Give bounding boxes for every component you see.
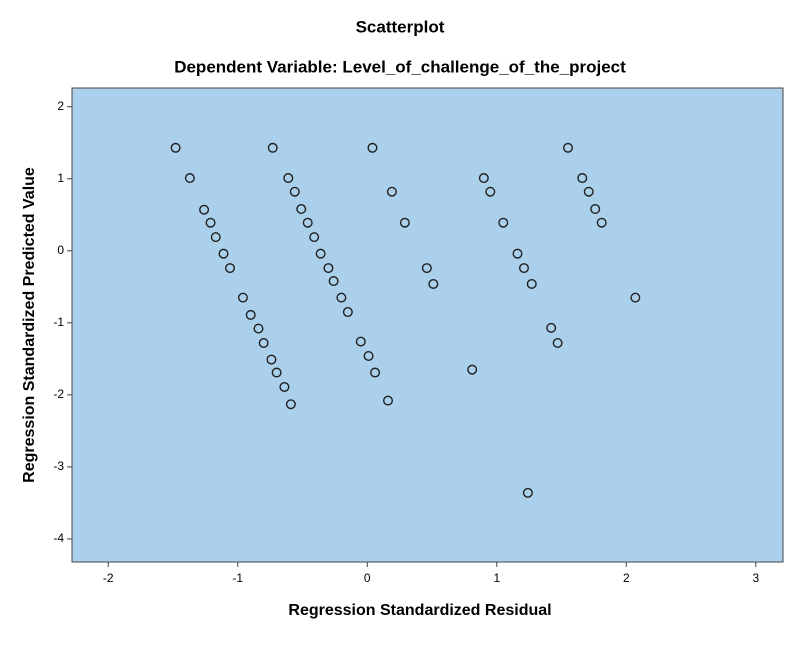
point [485,186,496,197]
point [563,142,574,153]
point [309,232,320,243]
point [478,173,489,184]
x-tick-label: 2 [623,571,630,585]
point [590,204,601,215]
point [421,263,432,274]
point [266,354,277,365]
y-axis-label: Regression Standardized Predicted Value [21,167,38,483]
point [526,278,537,289]
point [336,292,347,303]
y-tick-label: -1 [53,315,64,329]
point [279,381,290,392]
point [546,322,557,333]
x-axis-label: Regression Standardized Residual [288,602,551,619]
point [342,307,353,318]
point [596,217,607,228]
point [386,186,397,197]
x-tick-label: -2 [103,571,114,585]
point [467,364,478,375]
point [552,338,563,349]
plot-area [71,87,784,563]
point [199,204,210,215]
point [355,336,366,347]
point [630,292,641,303]
point [245,309,256,320]
point [522,487,533,498]
x-tick-label: -1 [232,571,243,585]
point [267,142,278,153]
y-tick-label: -4 [53,531,64,545]
point [583,186,594,197]
point [271,367,282,378]
chart-subtitle: Dependent Variable: Level_of_challenge_o… [174,57,626,76]
point [253,323,264,334]
x-tick-label: 0 [364,571,371,585]
y-tick-label: 2 [57,99,64,113]
point [363,350,374,361]
y-tick-label: -3 [53,459,64,473]
point [302,217,313,228]
chart-title: Scatterplot [356,17,445,36]
point [283,173,294,184]
point [205,217,216,228]
point [218,248,229,259]
point [289,186,300,197]
point [170,142,181,153]
point [184,173,195,184]
point [210,232,221,243]
point [224,263,235,274]
point [237,292,248,303]
point [315,248,326,259]
x-tick-label: 3 [752,571,759,585]
point [367,142,378,153]
point [383,395,394,406]
point [498,217,509,228]
point [370,367,381,378]
point [285,399,296,410]
point [323,263,334,274]
x-tick-label: 1 [493,571,500,585]
y-tick-label: 1 [57,171,64,185]
point [296,204,307,215]
y-tick-label: 0 [57,243,64,257]
point [328,276,339,287]
point [518,263,529,274]
point [577,173,588,184]
point [428,278,439,289]
point [512,248,523,259]
y-tick-label: -2 [53,387,64,401]
point [399,217,410,228]
point [258,338,269,349]
